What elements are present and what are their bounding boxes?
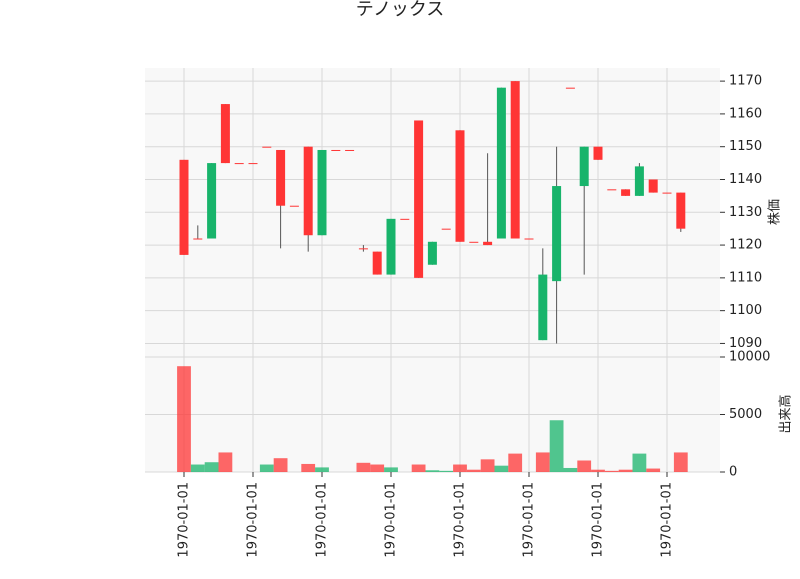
chart-title: テノックス — [356, 0, 445, 20]
volume-bar — [646, 468, 661, 472]
x-tick-label: 1970-01-01 — [522, 482, 537, 558]
candle-body — [372, 251, 382, 275]
candle-body — [207, 163, 217, 239]
y-tick-label: 1110 — [729, 270, 762, 285]
candle-body — [469, 241, 479, 243]
candle-body — [552, 186, 562, 282]
candle-body — [593, 146, 603, 160]
candle-body — [538, 274, 548, 341]
candle-body — [483, 241, 493, 246]
candle-body — [248, 163, 258, 165]
x-tick-label: 1970-01-01 — [453, 482, 468, 558]
candle-body — [634, 166, 644, 196]
x-tick-label: 1970-01-01 — [660, 482, 675, 558]
candle-body — [524, 238, 534, 240]
volume-bar — [618, 469, 633, 472]
x-tick-label: 1970-01-01 — [591, 482, 606, 558]
volume-bar — [356, 462, 371, 472]
volume-tick-label: 10000 — [729, 350, 770, 365]
volume-bar — [563, 467, 578, 472]
volume-bar — [177, 366, 191, 472]
candle-body — [276, 149, 286, 206]
y-tick-label: 1150 — [729, 139, 762, 154]
volume-bar — [425, 470, 440, 472]
volume-bar — [535, 452, 550, 472]
x-tick-label: 1970-01-01 — [177, 482, 192, 558]
y-tick-label: 1120 — [729, 238, 762, 253]
candle-body — [179, 159, 189, 255]
volume-bar — [632, 453, 647, 472]
candle-body — [579, 146, 589, 187]
volume-tick-label: 5000 — [729, 407, 762, 422]
volume-bar — [480, 459, 495, 472]
y-tick-label: 1100 — [729, 303, 762, 318]
y-axis-label: 株価 — [768, 199, 783, 225]
y-tick-label: 1140 — [729, 172, 762, 187]
candle-body — [427, 241, 437, 265]
candle-body — [386, 218, 396, 275]
volume-bar — [273, 458, 288, 472]
candle-body — [234, 163, 244, 165]
volume-tick-label: 0 — [729, 465, 737, 480]
x-tick-label: 1970-01-01 — [315, 482, 330, 558]
volume-axis-label: 出来高 — [778, 394, 794, 433]
volume-bar — [190, 464, 205, 472]
volume-bar — [301, 463, 316, 472]
volume-bar — [439, 470, 454, 472]
candle-body — [414, 120, 424, 278]
x-tick-label: 1970-01-01 — [384, 482, 399, 558]
candle-body — [607, 189, 617, 191]
candle-body — [648, 179, 658, 193]
candle-body — [510, 81, 520, 239]
candle-body — [193, 238, 203, 240]
volume-bar — [466, 469, 481, 472]
candle-body — [496, 87, 506, 239]
y-tick-label: 1170 — [729, 74, 762, 89]
volume-bar — [508, 453, 523, 472]
volume-bar — [411, 464, 426, 472]
candle-body — [220, 104, 230, 164]
volume-bar — [673, 452, 688, 472]
volume-bar — [453, 464, 467, 472]
y-tick-label: 1130 — [729, 205, 762, 220]
candle-body — [441, 228, 451, 230]
candle-body — [303, 146, 313, 236]
candle-body — [289, 205, 299, 207]
candle-body — [676, 192, 686, 229]
volume-bar — [494, 465, 509, 472]
volume-bar — [384, 467, 398, 472]
volume-bar — [549, 420, 564, 472]
volume-bar — [577, 460, 592, 472]
volume-bar — [218, 452, 233, 472]
candle-body — [345, 149, 355, 151]
candle-body — [400, 218, 410, 220]
x-tick-label: 1970-01-01 — [246, 482, 261, 558]
volume-bar — [370, 464, 385, 472]
volume-bar — [204, 462, 219, 472]
candle-body — [358, 248, 368, 250]
volume-bar — [604, 470, 619, 472]
candle-body — [331, 149, 341, 151]
volume-bar — [259, 464, 274, 472]
y-tick-label: 1090 — [729, 336, 762, 351]
volume-bar — [591, 469, 605, 472]
y-tick-label: 1160 — [729, 106, 762, 121]
candle-body — [662, 192, 672, 194]
volume-bar — [315, 467, 329, 472]
candle-body — [455, 130, 465, 242]
candle-body — [565, 87, 575, 89]
candle-body — [262, 146, 272, 148]
candle-body — [621, 189, 631, 196]
candle-body — [317, 149, 327, 236]
